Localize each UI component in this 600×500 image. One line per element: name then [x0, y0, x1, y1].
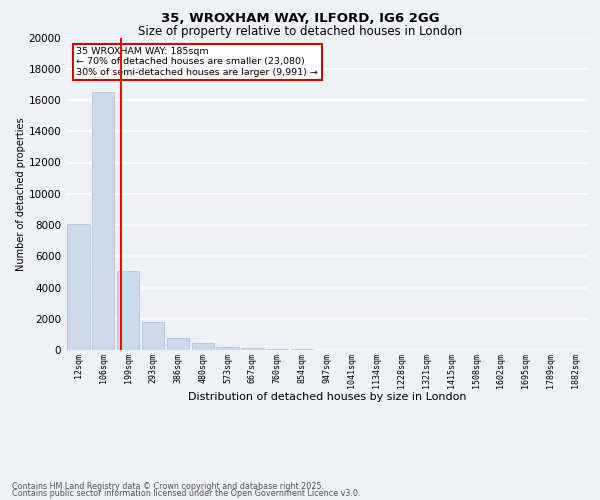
- X-axis label: Distribution of detached houses by size in London: Distribution of detached houses by size …: [188, 392, 466, 402]
- Text: Contains HM Land Registry data © Crown copyright and database right 2025.: Contains HM Land Registry data © Crown c…: [12, 482, 324, 491]
- Text: Size of property relative to detached houses in London: Size of property relative to detached ho…: [138, 25, 462, 38]
- Bar: [117, 271, 139, 350]
- Bar: [67, 224, 89, 350]
- Bar: [241, 348, 263, 350]
- Bar: [142, 322, 164, 350]
- Bar: [92, 92, 115, 350]
- Y-axis label: Number of detached properties: Number of detached properties: [16, 117, 26, 270]
- Text: 35, WROXHAM WAY, ILFORD, IG6 2GG: 35, WROXHAM WAY, ILFORD, IG6 2GG: [161, 12, 439, 26]
- Bar: [167, 338, 189, 350]
- Text: Contains public sector information licensed under the Open Government Licence v3: Contains public sector information licen…: [12, 490, 361, 498]
- Bar: [217, 346, 239, 350]
- Bar: [191, 344, 214, 350]
- Text: 35 WROXHAM WAY: 185sqm
← 70% of detached houses are smaller (23,080)
30% of semi: 35 WROXHAM WAY: 185sqm ← 70% of detached…: [76, 47, 319, 76]
- Bar: [266, 348, 289, 350]
